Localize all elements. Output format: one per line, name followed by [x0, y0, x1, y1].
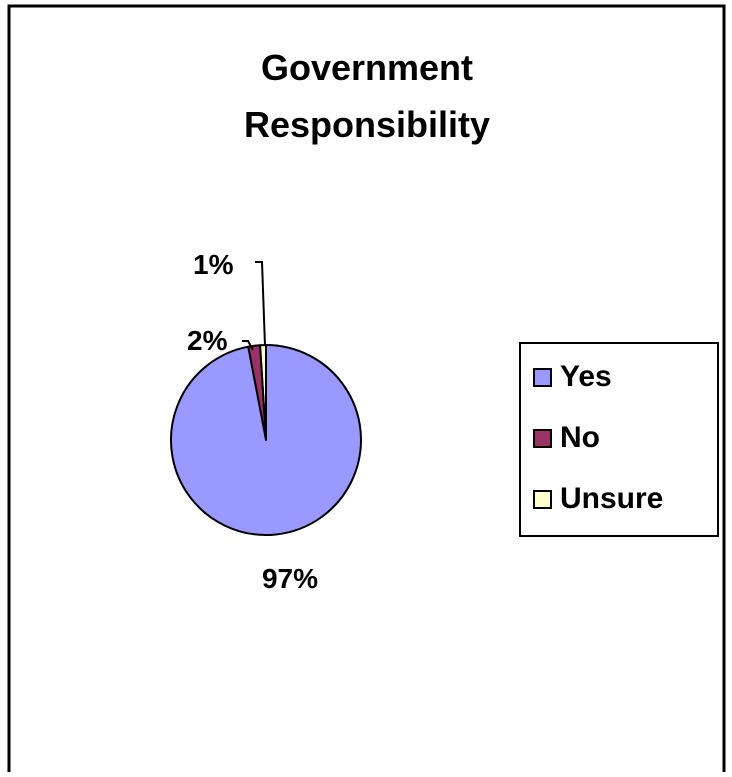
legend-swatch-yes: [533, 368, 552, 387]
leader-lines: [242, 261, 266, 351]
legend-swatch-unsure: [533, 490, 552, 509]
data-label-no: 2%: [187, 325, 228, 356]
data-labels: 97% 2% 1%: [187, 249, 318, 594]
chart-border: [7, 4, 726, 772]
chart-title-line-2: Responsibility: [244, 104, 490, 145]
legend-label-unsure: Unsure: [560, 482, 663, 515]
pie-slice-yes: [170, 344, 362, 536]
data-label-yes: 97%: [262, 563, 318, 594]
chart-title-line-1: Government: [261, 47, 473, 88]
data-label-unsure: 1%: [193, 249, 234, 280]
leader-line-unsure: [255, 261, 266, 347]
leader-line-no: [242, 340, 254, 351]
legend-label-no: No: [560, 421, 600, 454]
legend-box: [519, 342, 719, 537]
pie-group: [170, 344, 362, 536]
legend-swatch-no: [533, 429, 552, 448]
legend: Yes No Unsure: [533, 360, 663, 515]
legend-label-yes: Yes: [560, 360, 612, 393]
